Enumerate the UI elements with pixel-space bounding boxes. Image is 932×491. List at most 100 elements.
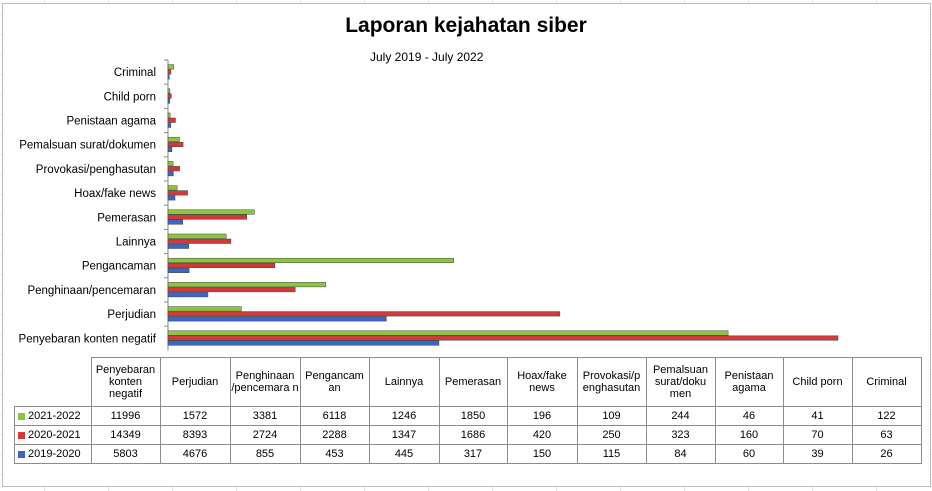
- y-tick-label: Penistaan agama: [66, 116, 156, 128]
- y-tick-label: Penghinaan/pencemaran: [27, 285, 156, 297]
- bar-2019-2020[interactable]: [167, 292, 209, 298]
- chart-title: Laporan kejahatan siber: [345, 14, 587, 37]
- table-cell: 160: [714, 425, 784, 445]
- table-cell: 84: [645, 444, 716, 464]
- bar-2020-2021[interactable]: [167, 311, 561, 317]
- bar-2019-2020[interactable]: [167, 195, 176, 201]
- bar-2021-2022[interactable]: [167, 161, 174, 167]
- table-cell: 39: [782, 444, 853, 464]
- bar-2019-2020[interactable]: [167, 171, 174, 177]
- table-cell: 244: [645, 406, 716, 426]
- bar-2021-2022[interactable]: [167, 88, 171, 94]
- bar-2019-2020[interactable]: [167, 316, 387, 322]
- table-cell: 250: [576, 425, 647, 445]
- bar-2020-2021[interactable]: [167, 214, 247, 220]
- chart-subtitle: July 2019 - July 2022: [370, 50, 484, 64]
- table-header-cell: Provokasi/p enghasutan: [576, 357, 647, 407]
- table-header-cell: Penistaan agama: [714, 357, 784, 407]
- bar-2020-2021[interactable]: [167, 190, 188, 196]
- table-corner: [15, 358, 92, 407]
- bar-2019-2020[interactable]: [167, 340, 440, 346]
- table-header-cell: Perjudian: [159, 357, 231, 407]
- bar-2021-2022[interactable]: [167, 185, 178, 191]
- bar-2020-2021[interactable]: [167, 69, 172, 75]
- y-tick-label: Lainnya: [116, 237, 157, 249]
- bar-2020-2021[interactable]: [167, 335, 839, 341]
- table-cell: 317: [438, 444, 508, 464]
- table-header-cell: Lainnya: [368, 357, 440, 407]
- table-header-cell: Pengancam an: [299, 357, 370, 407]
- bar-2020-2021[interactable]: [167, 141, 184, 147]
- table-header-cell: Child porn: [782, 357, 853, 407]
- bar-2021-2022[interactable]: [167, 209, 255, 215]
- bar-2020-2021[interactable]: [167, 238, 232, 244]
- legend-entry: 2020-2021: [14, 425, 92, 445]
- y-tick-label: Pemalsuan surat/dokumen: [19, 140, 156, 152]
- y-tick-label: Perjudian: [107, 309, 156, 321]
- bar-2019-2020[interactable]: [167, 122, 172, 128]
- bar-2019-2020[interactable]: [167, 219, 184, 225]
- table-cell: 5803: [90, 444, 161, 464]
- bar-2021-2022[interactable]: [167, 330, 729, 336]
- table-cell: 8393: [159, 425, 231, 445]
- table-cell: 63: [851, 425, 922, 445]
- table-cell: 445: [368, 444, 440, 464]
- table-cell: 6118: [299, 406, 370, 426]
- y-tick-label: Provokasi/penghasutan: [36, 164, 156, 176]
- bar-2019-2020[interactable]: [167, 74, 170, 80]
- legend-entry: 2021-2022: [14, 406, 92, 426]
- table-header-cell: Criminal: [851, 357, 922, 407]
- bar-2021-2022[interactable]: [167, 233, 227, 239]
- bar-2019-2020[interactable]: [167, 267, 190, 273]
- table-row: 2019-2020 5803 4676 855 453 445 317 150 115 84 60 3…: [14, 444, 922, 464]
- table-cell: 2288: [299, 425, 370, 445]
- legend-label: 2021-2022: [28, 410, 81, 422]
- table-cell: 1572: [159, 406, 231, 426]
- table-header-cell: Pemalsuan surat/doku men: [645, 357, 716, 407]
- table-cell: 150: [506, 444, 578, 464]
- data-table: Penyebaran konten negatif Perjudian Penghi…: [14, 357, 922, 464]
- table-header-cell: Pemerasan: [438, 357, 508, 407]
- legend-key: [18, 450, 25, 458]
- bar-2020-2021[interactable]: [167, 262, 276, 268]
- table-cell: 70: [782, 425, 853, 445]
- table-cell: 115: [576, 444, 647, 464]
- bar-2021-2022[interactable]: [167, 136, 180, 142]
- bar-2019-2020[interactable]: [167, 146, 173, 152]
- bar-2021-2022[interactable]: [167, 64, 174, 70]
- legend-label: 2020-2021: [28, 429, 81, 441]
- legend-label: 2019-2020: [28, 448, 81, 460]
- y-tick-label: Penyebaran konten negatif: [19, 333, 157, 345]
- table-cell: 1347: [368, 425, 440, 445]
- table-cell: 122: [851, 406, 922, 426]
- table-header-row: Penyebaran konten negatif Perjudian Penghi…: [15, 357, 922, 407]
- table-cell: 1686: [438, 425, 508, 445]
- table-cell: 453: [299, 444, 370, 464]
- y-tick-label: Criminal: [114, 67, 156, 79]
- table-cell: 109: [576, 406, 647, 426]
- table-cell: 46: [714, 406, 784, 426]
- bar-2019-2020[interactable]: [167, 98, 171, 104]
- table-header-cell: Hoax/fake news: [506, 357, 578, 407]
- table-cell: 3381: [229, 406, 301, 426]
- table-cell: 41: [782, 406, 853, 426]
- bar-2021-2022[interactable]: [167, 282, 327, 288]
- table-cell: 1246: [368, 406, 440, 426]
- legend-key: [18, 431, 25, 439]
- table-cell: 60: [714, 444, 784, 464]
- table-cell: 14349: [90, 425, 161, 445]
- table-row: 2021-2022 11996 1572 3381 6118 1246 1850 196 109…: [14, 406, 922, 426]
- y-tick-label: Child porn: [104, 91, 156, 103]
- bar-2020-2021[interactable]: [167, 93, 172, 99]
- bar-2020-2021[interactable]: [167, 166, 180, 172]
- bar-2019-2020[interactable]: [167, 243, 190, 249]
- bar-2021-2022[interactable]: [167, 257, 454, 263]
- bar-2020-2021[interactable]: [167, 117, 176, 123]
- bar-2021-2022[interactable]: [167, 306, 242, 312]
- bar-2020-2021[interactable]: [167, 287, 296, 293]
- bar-2021-2022[interactable]: [167, 112, 171, 118]
- table-header-cell: Penyebaran konten negatif: [90, 357, 161, 407]
- y-tick-label: Pengancaman: [82, 261, 156, 273]
- y-tick-label: Pemerasan: [97, 212, 156, 224]
